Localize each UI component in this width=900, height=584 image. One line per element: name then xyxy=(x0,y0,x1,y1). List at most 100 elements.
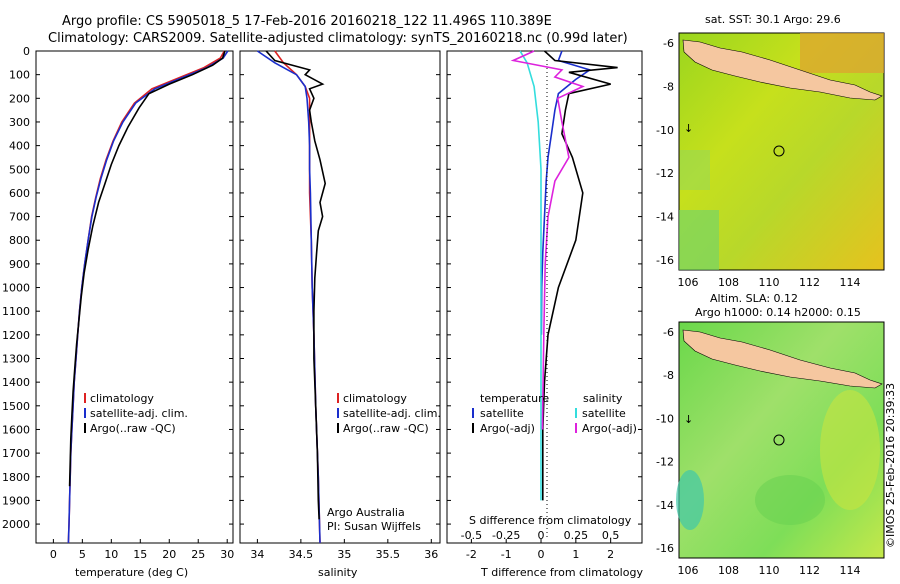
legend-label: satellite xyxy=(480,407,524,420)
lat-tick-label: -8 xyxy=(663,80,674,93)
x-tick-label: 5 xyxy=(79,548,86,561)
difference-legend: temperature salinity satellite Argo(-adj… xyxy=(472,392,637,435)
depth-tick-label: 1400 xyxy=(2,376,30,389)
sst-map: ↓ xyxy=(678,32,885,271)
lon-tick-label: 108 xyxy=(718,564,739,577)
legend-label: Argo(..raw -QC) xyxy=(90,422,176,435)
depth-tick-label: 1900 xyxy=(2,494,30,507)
x-tick-label: 25 xyxy=(191,548,205,561)
sla-map-title1: Altim. SLA: 0.12 xyxy=(710,292,798,305)
series-line-argo-raw-qc- xyxy=(265,50,327,520)
series-line-argo-raw-qc- xyxy=(68,50,226,487)
depth-tick-label: 1800 xyxy=(2,471,30,484)
legend-swatch xyxy=(84,393,86,403)
header-line2: Climatology: CARS2009. Satellite-adjuste… xyxy=(48,31,628,46)
x-tick-label: 34.5 xyxy=(289,548,314,561)
depth-tick-label: 100 xyxy=(9,69,30,82)
imos-stamp: ©IMOS 25-Feb-2016 20:39:33 xyxy=(884,383,897,548)
x-tick-label: 30 xyxy=(220,548,234,561)
lat-tick-label: -8 xyxy=(663,369,674,382)
x-tick-label: 0 xyxy=(538,548,545,561)
x-tick-label: 10 xyxy=(104,548,118,561)
legend-label: satellite-adj. clim. xyxy=(90,407,188,420)
lon-tick-label: 106 xyxy=(678,564,699,577)
depth-tick-label: 2000 xyxy=(2,518,30,531)
x-tick-label: 0 xyxy=(50,548,57,561)
difference-xlabel: T difference from climatology xyxy=(480,566,643,579)
sla-map-ticks: -6 -8 -10 -12 -14 -16 106 108 110 112 114 xyxy=(656,326,860,577)
lat-tick-label: -10 xyxy=(656,412,674,425)
depth-tick-label: 0 xyxy=(23,45,30,58)
salinity-xlabel: salinity xyxy=(318,566,358,579)
lat-tick-label: -16 xyxy=(656,254,674,267)
legend-label: satellite xyxy=(582,407,626,420)
x-tick-label: -2 xyxy=(466,548,477,561)
difference-lines xyxy=(510,50,618,501)
sst-map-title: sat. SST: 30.1 Argo: 29.6 xyxy=(705,13,841,26)
salinity-lines xyxy=(256,50,327,544)
lat-tick-label: -12 xyxy=(656,456,674,469)
legend-swatch xyxy=(337,393,339,403)
depth-tick-label: 300 xyxy=(9,116,30,129)
depth-tick-label: 200 xyxy=(9,92,30,105)
s-tick-label: -0.25 xyxy=(492,529,520,542)
credit-argo-australia: Argo Australia xyxy=(327,506,405,519)
legend-swatch xyxy=(337,423,339,433)
s-tick-label: 0.5 xyxy=(602,529,620,542)
salinity-x-ticks: 34 34.5 35 35.5 36 xyxy=(250,539,438,561)
legend-swatch xyxy=(337,408,339,418)
sla-map-title2: Argo h1000: 0.14 h2000: 0.15 xyxy=(695,306,861,319)
depth-tick-label: 1300 xyxy=(2,353,30,366)
s-tick-label: -0.5 xyxy=(461,529,482,542)
x-tick-label: 20 xyxy=(162,548,176,561)
depth-tick-label: 700 xyxy=(9,211,30,224)
x-tick-label: 34 xyxy=(250,548,264,561)
sla-high-patch xyxy=(820,390,880,510)
depth-tick-label: 1600 xyxy=(2,423,30,436)
legend-label: Argo(..raw -QC) xyxy=(343,422,429,435)
java-landmass xyxy=(682,329,883,389)
sla-map: ↓ xyxy=(676,321,885,559)
lat-tick-label: -14 xyxy=(656,211,674,224)
temperature-x-ticks: 0 5 10 15 20 25 30 xyxy=(50,539,234,561)
x-tick-label: 35.5 xyxy=(376,548,401,561)
small-marker: ↓ xyxy=(684,413,693,426)
legend-swatch xyxy=(84,423,86,433)
depth-tick-label: 500 xyxy=(9,163,30,176)
lat-tick-label: -14 xyxy=(656,499,674,512)
depth-tick-label: 1000 xyxy=(2,282,30,295)
lat-tick-label: -6 xyxy=(663,37,674,50)
lon-tick-label: 106 xyxy=(678,276,699,289)
lon-tick-label: 110 xyxy=(759,564,780,577)
lon-tick-label: 112 xyxy=(799,276,820,289)
sst-cool-patch xyxy=(679,210,719,270)
lon-tick-label: 114 xyxy=(840,276,861,289)
lon-tick-label: 114 xyxy=(840,564,861,577)
temperature-legend: climatology satellite-adj. clim. Argo(..… xyxy=(84,392,188,435)
salinity-legend: climatology satellite-adj. clim. Argo(..… xyxy=(337,392,441,435)
x-tick-label: 1 xyxy=(572,548,579,561)
temperature-panel xyxy=(35,50,234,544)
depth-tick-label: 1700 xyxy=(2,447,30,460)
legend-swatch xyxy=(575,408,577,418)
depth-tick-label: 1200 xyxy=(2,329,30,342)
argo-float-marker xyxy=(773,434,785,446)
lat-tick-label: -16 xyxy=(656,542,674,555)
s-tick-label: 0 xyxy=(538,529,545,542)
depth-tick-label: 1100 xyxy=(2,305,30,318)
legend-swatch xyxy=(472,408,474,418)
legend-title-salinity: salinity xyxy=(583,392,623,405)
header-line1: Argo profile: CS 5905018_5 17-Feb-2016 2… xyxy=(62,14,552,29)
sla-low-patch xyxy=(676,470,704,530)
java-landmass xyxy=(682,39,883,101)
depth-tick-label: 1500 xyxy=(2,400,30,413)
lon-tick-label: 112 xyxy=(799,564,820,577)
depth-tick-label: 800 xyxy=(9,234,30,247)
difference-s-ticks: -0.5 -0.25 0 0.25 0.5 xyxy=(461,529,620,542)
series-line-s-satellite xyxy=(519,50,542,501)
legend-label: climatology xyxy=(90,392,154,405)
sla-low-patch xyxy=(755,475,825,525)
x-tick-label: -1 xyxy=(501,548,512,561)
depth-tick-label: 600 xyxy=(9,187,30,200)
